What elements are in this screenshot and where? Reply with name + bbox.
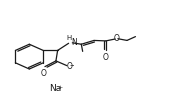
Text: N: N (71, 38, 77, 47)
Text: O: O (41, 69, 47, 78)
Text: O: O (66, 62, 72, 71)
Text: +: + (57, 85, 62, 90)
Text: O: O (103, 53, 109, 62)
Text: H: H (66, 35, 72, 41)
Text: Na: Na (49, 84, 62, 93)
Text: O: O (113, 34, 119, 43)
Text: −: − (69, 62, 74, 67)
